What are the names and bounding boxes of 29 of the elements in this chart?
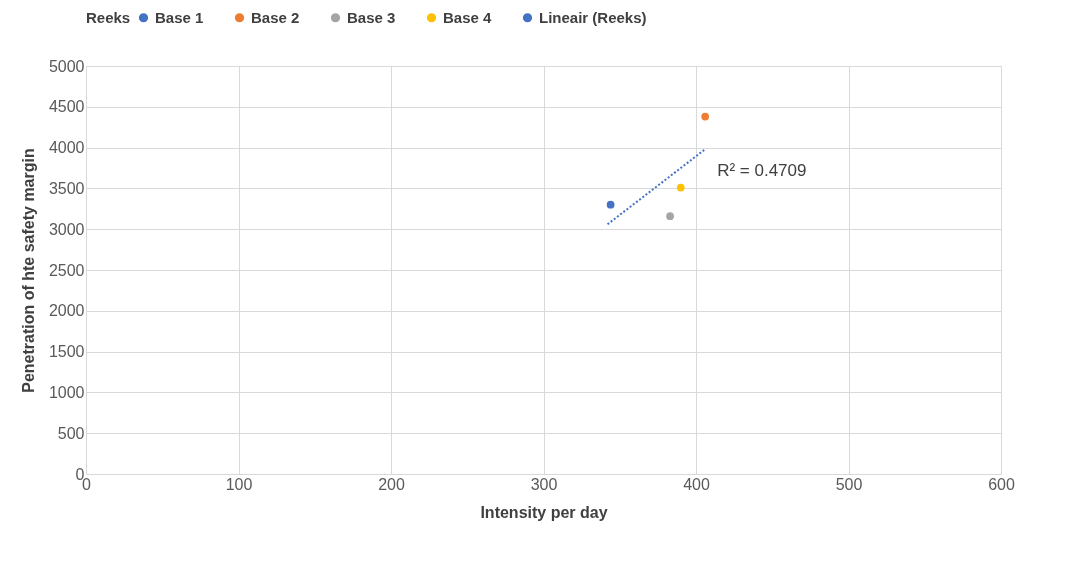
x-tick-label: 200	[378, 475, 405, 493]
point	[676, 183, 685, 192]
y-tick-label: 5000	[48, 57, 85, 75]
y-tick-label: 500	[57, 424, 85, 442]
legend-label: Base 2	[251, 8, 300, 26]
legend-label: Base 1	[155, 8, 204, 26]
x-tick-label: 100	[225, 475, 253, 493]
y-tick-label: 2000	[48, 302, 85, 320]
y-tick-label: 3000	[48, 220, 85, 238]
legend-label: Lineair (Reeks)	[539, 8, 647, 26]
x-tick-label: 300	[530, 475, 558, 493]
x-tick-label: 400	[683, 475, 710, 493]
annotation: R² = 0.4709	[717, 161, 807, 181]
x-tick-label: 500	[835, 475, 863, 493]
y-tick-label: 1000	[48, 383, 85, 401]
y-axis-title: Penetration of hte safety margin	[19, 148, 37, 393]
point	[606, 200, 615, 209]
x-axis-title: Intensity per day	[480, 503, 608, 521]
legend-label: Base 3	[347, 8, 396, 26]
point	[701, 112, 710, 121]
y-tick-label: 4500	[48, 98, 85, 116]
y-tick-label: 2500	[48, 261, 85, 279]
y-tick-label: 1500	[48, 343, 85, 361]
legend-label: Base 4	[443, 8, 493, 26]
legend-title: Reeks	[86, 9, 131, 26]
x-tick-label: 600	[988, 475, 1015, 493]
y-tick-label: 4000	[48, 139, 85, 157]
y-tick-label: 3500	[48, 179, 85, 197]
point	[666, 212, 674, 221]
